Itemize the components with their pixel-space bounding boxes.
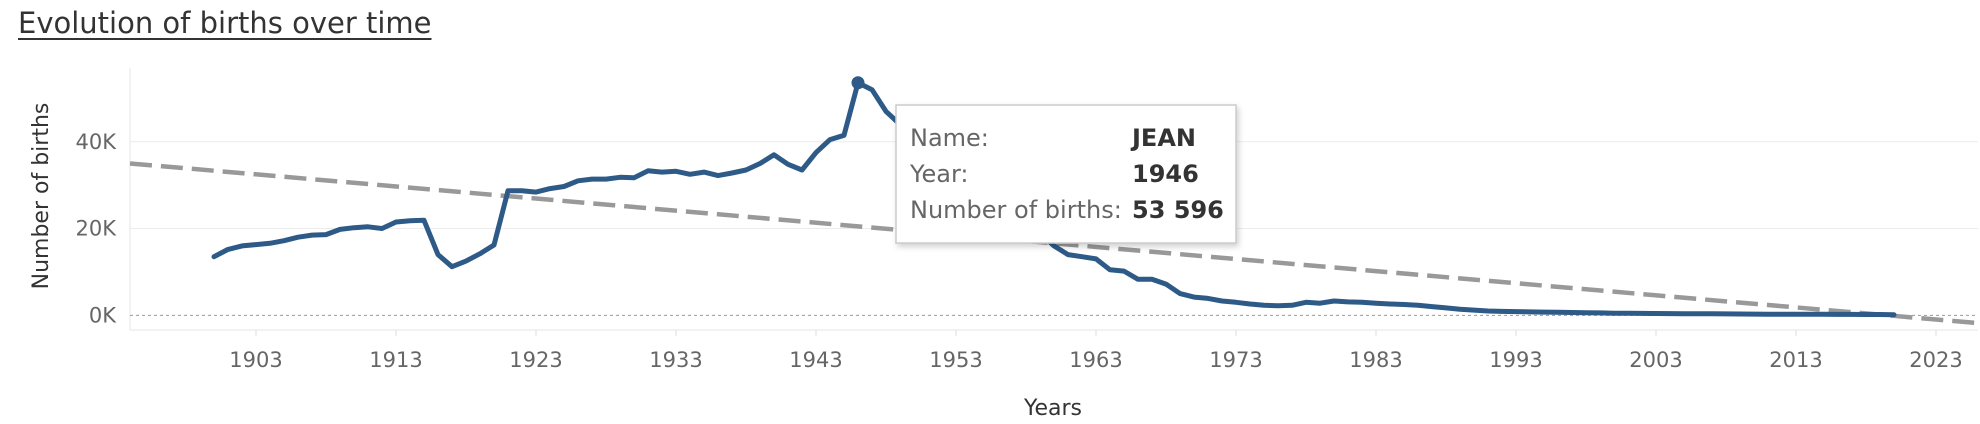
y-tick-label: 0K: [89, 303, 117, 327]
tooltip-year-value: 1946: [1132, 160, 1199, 188]
tooltip-box: [895, 104, 1237, 244]
x-tick-label: 1913: [369, 348, 422, 372]
tooltip-births-value: 53 596: [1132, 196, 1224, 224]
y-axis-title: Number of births: [29, 103, 54, 290]
tooltip: Name: JEAN Year: 1946 Number of births: …: [895, 104, 1237, 244]
x-tick-label: 1983: [1349, 348, 1402, 372]
x-axis-title: Years: [1023, 396, 1082, 421]
chart-title: Evolution of births over time: [18, 6, 432, 40]
y-axis-ticks: 0K 20K 40K: [76, 130, 118, 328]
x-tick-label: 1953: [929, 348, 982, 372]
tooltip-name-value: JEAN: [1130, 124, 1196, 152]
x-tick-label: 1933: [649, 348, 702, 372]
x-tick-label: 2013: [1769, 348, 1822, 372]
x-tick-label: 1903: [229, 348, 282, 372]
x-tick-label: 1993: [1489, 348, 1542, 372]
births-line: [211, 80, 1897, 318]
x-axis-ticks: 1903 1913 1923 1933 1943 1953 1963 1973 1983 1993…: [229, 330, 1963, 372]
tooltip-births-label: Number of births:: [910, 196, 1122, 224]
x-tick-label: 1923: [509, 348, 562, 372]
y-tick-label: 20K: [76, 217, 118, 241]
x-tick-label: 1943: [789, 348, 842, 372]
tooltip-name-label: Name:: [910, 124, 989, 152]
x-tick-label: 1963: [1069, 348, 1122, 372]
x-tick-label: 2023: [1909, 348, 1962, 372]
x-tick-label: 2003: [1629, 348, 1682, 372]
x-tick-label: 1973: [1209, 348, 1262, 372]
y-tick-label: 40K: [76, 130, 118, 154]
highlight-point: [851, 76, 865, 90]
series-line: [211, 76, 1897, 318]
tooltip-year-label: Year:: [909, 160, 968, 188]
